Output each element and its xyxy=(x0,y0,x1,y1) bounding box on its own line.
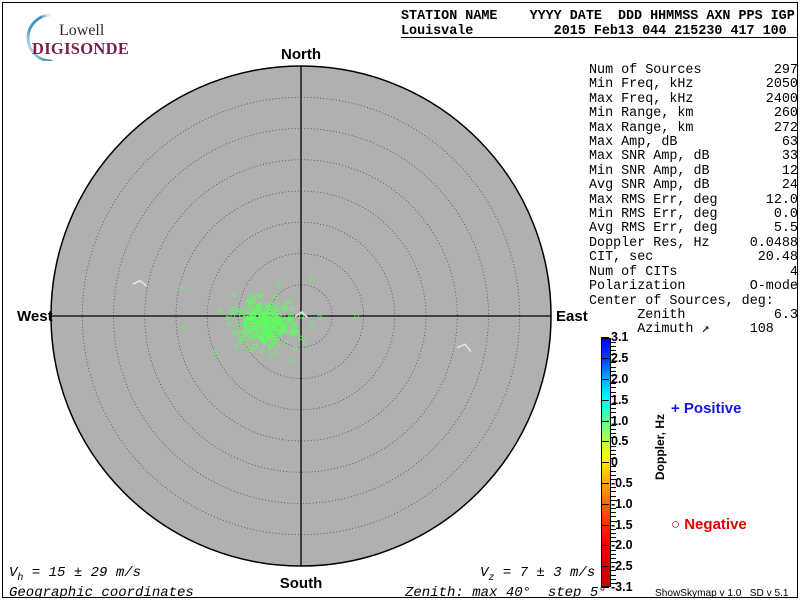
svg-text:North: North xyxy=(281,46,321,63)
svg-text:West: West xyxy=(17,308,53,325)
svg-text:East: East xyxy=(556,308,588,325)
svg-text:South: South xyxy=(280,575,323,592)
